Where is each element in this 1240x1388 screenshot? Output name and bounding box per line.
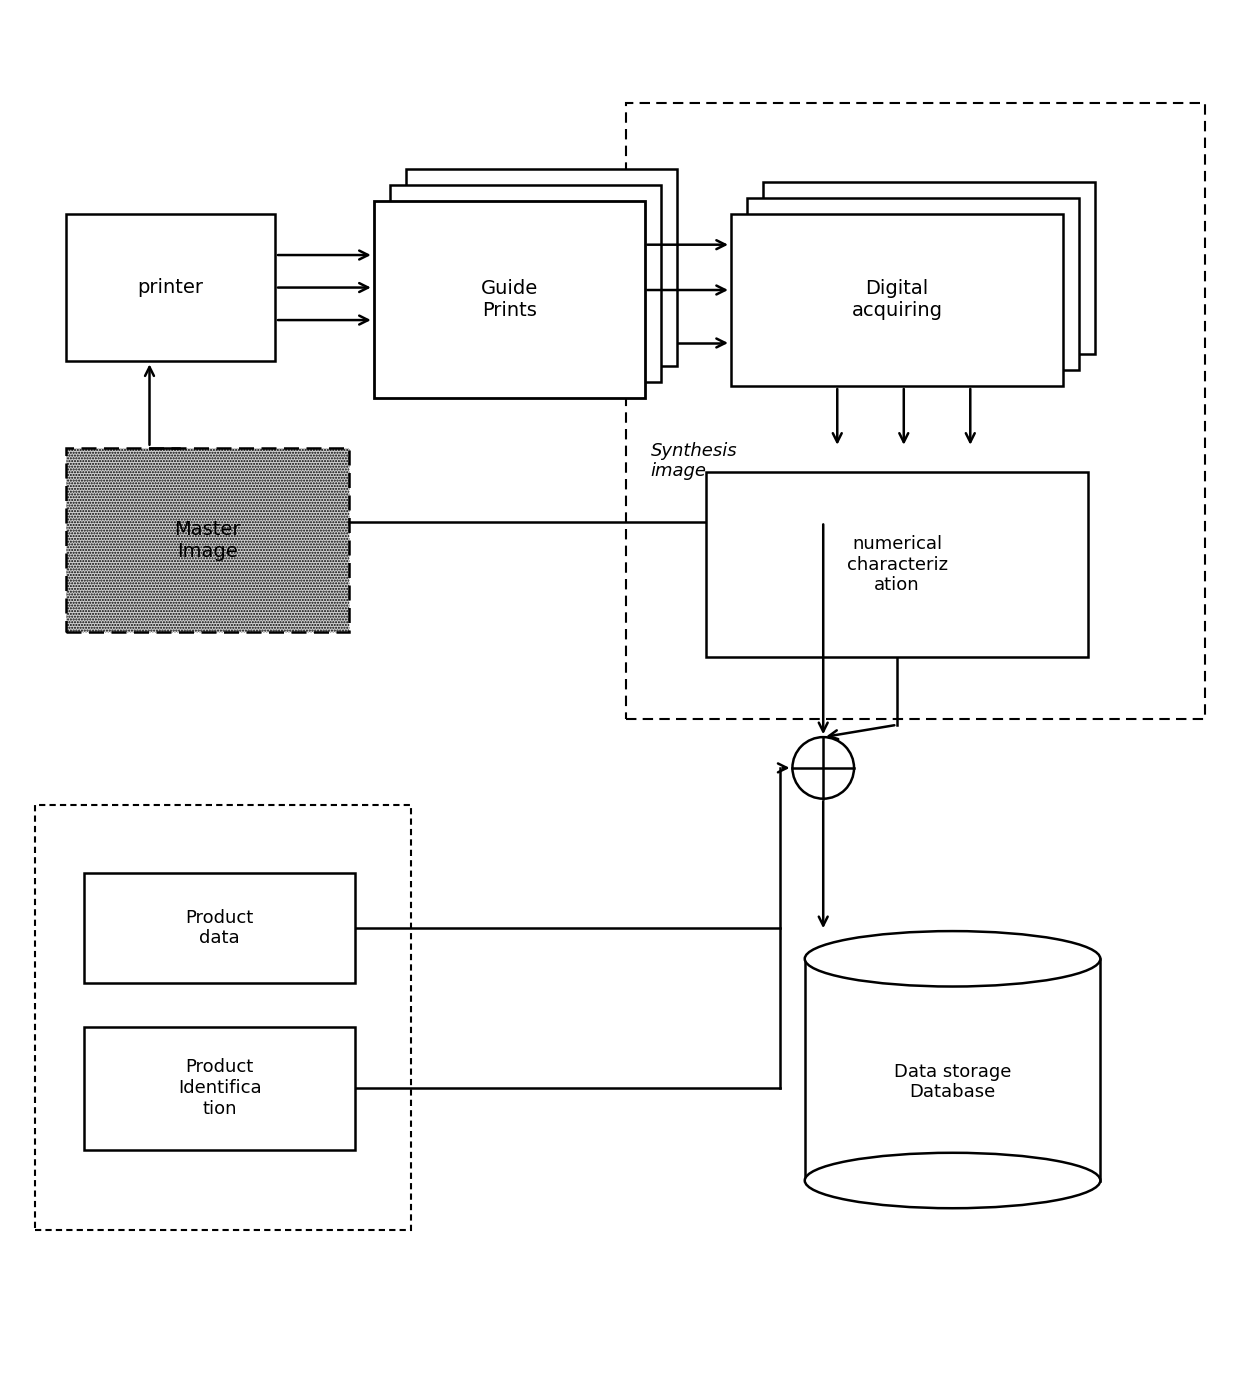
- Bar: [84, 873, 355, 984]
- Circle shape: [792, 737, 854, 798]
- Text: Product
data: Product data: [186, 909, 254, 948]
- Bar: [389, 186, 661, 382]
- Bar: [35, 805, 410, 1230]
- Text: Data storage
Database: Data storage Database: [894, 1063, 1012, 1101]
- Text: Product
Identifica
tion: Product Identifica tion: [177, 1058, 262, 1117]
- Bar: [66, 214, 275, 361]
- Bar: [626, 103, 1205, 719]
- Text: Digital
acquiring: Digital acquiring: [852, 279, 942, 321]
- Text: Master
Image: Master Image: [174, 519, 241, 561]
- Bar: [66, 448, 348, 633]
- Bar: [707, 472, 1087, 657]
- Bar: [730, 214, 1064, 386]
- Text: numerical
characteriz
ation: numerical characteriz ation: [847, 534, 947, 594]
- Bar: [66, 448, 348, 633]
- Text: printer: printer: [138, 278, 203, 297]
- Bar: [84, 1027, 355, 1149]
- Bar: [805, 959, 1100, 1181]
- Bar: [746, 197, 1079, 371]
- Text: Synthesis
image: Synthesis image: [651, 441, 738, 480]
- Bar: [763, 182, 1095, 354]
- Ellipse shape: [805, 1153, 1100, 1208]
- Ellipse shape: [805, 931, 1100, 987]
- Bar: [405, 169, 677, 366]
- Bar: [373, 201, 645, 398]
- Text: Guide
Prints: Guide Prints: [481, 279, 538, 321]
